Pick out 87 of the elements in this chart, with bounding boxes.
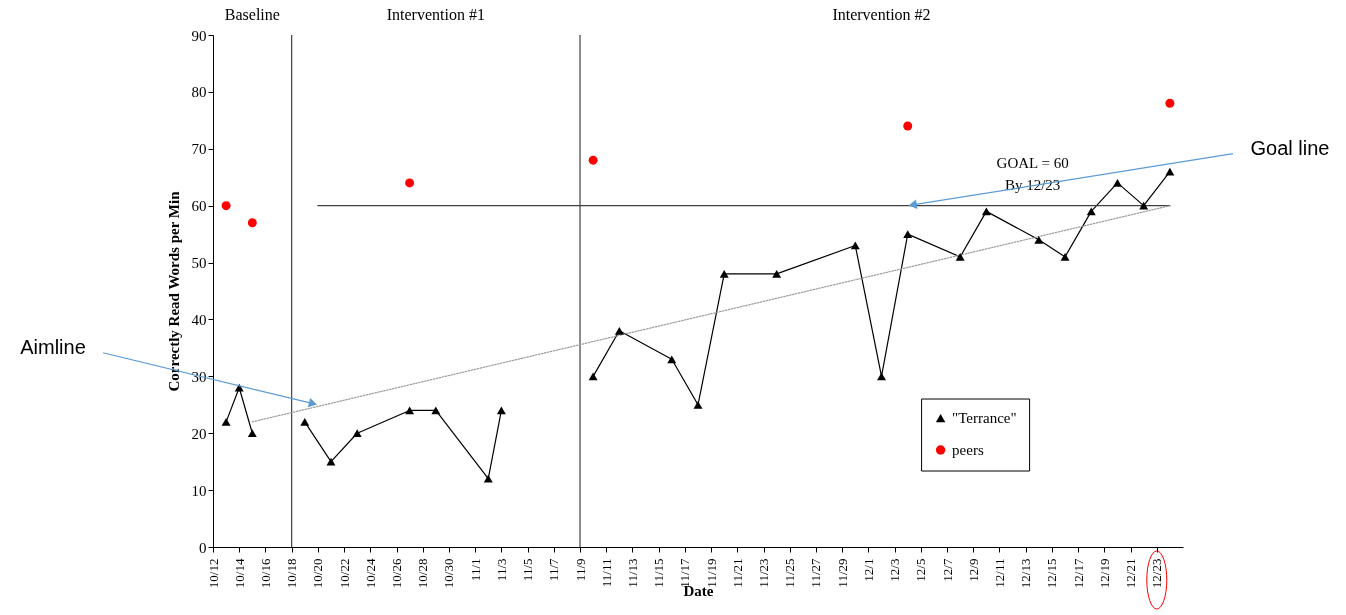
point — [1165, 167, 1175, 176]
point — [300, 417, 310, 426]
point — [614, 326, 624, 335]
annotation: GOAL = 60 By 12/23 — [996, 155, 1069, 193]
x-tick-label: 11/27 — [808, 558, 824, 588]
text: Baseline — [224, 6, 280, 23]
x-tick-label: 10/26 — [389, 558, 405, 589]
point — [903, 121, 913, 131]
x-tick-label: 11/25 — [782, 558, 798, 588]
point — [247, 218, 257, 228]
point — [903, 230, 913, 238]
point — [234, 383, 244, 392]
point — [1034, 235, 1044, 244]
x-tick-label: 12/3 — [887, 558, 903, 582]
y-tick-label: 20 — [191, 425, 207, 442]
x-tick-label: 12/5 — [913, 558, 929, 582]
point — [247, 429, 257, 438]
x-tick-label: 11/13 — [624, 558, 640, 588]
x-tick-label: 12/19 — [1096, 558, 1112, 589]
point — [772, 270, 782, 278]
point — [588, 155, 598, 165]
point — [352, 429, 362, 438]
point — [955, 252, 965, 261]
x-tick-label: 10/24 — [362, 558, 378, 589]
point — [850, 241, 860, 250]
x-tick-label: 10/20 — [310, 558, 326, 589]
x-tick-label: 11/15 — [651, 558, 667, 588]
point — [1112, 179, 1122, 187]
x-tick-label: 11/21 — [729, 558, 745, 588]
y-tick-label: 60 — [191, 198, 207, 215]
point — [981, 207, 991, 216]
point — [1086, 207, 1096, 216]
point — [1060, 252, 1070, 261]
y-tick-label: 10 — [191, 482, 207, 499]
point — [405, 178, 415, 188]
x-tick-label: 10/30 — [441, 558, 457, 589]
y-tick-label: 90 — [191, 27, 207, 44]
legend-label: peers — [952, 442, 984, 459]
point — [431, 406, 441, 415]
x-tick-label: 10/12 — [205, 558, 221, 589]
x-tick-label: 11/19 — [703, 558, 719, 588]
point — [1165, 98, 1175, 108]
x-tick-label: 11/29 — [834, 558, 850, 588]
point — [877, 372, 886, 381]
y-tick-label: 0 — [199, 539, 207, 556]
point — [221, 417, 231, 426]
annotation: Goal line — [1250, 136, 1330, 159]
x-tick-label: 11/23 — [756, 558, 772, 588]
text: Intervention #2 — [832, 6, 931, 23]
x-tick-label: 10/14 — [231, 558, 247, 589]
x-tick-label: 12/21 — [1123, 558, 1139, 589]
x-tick-label: 12/13 — [1018, 558, 1034, 589]
x-tick-label: 11/3 — [493, 558, 509, 582]
point — [1139, 201, 1149, 210]
point — [588, 372, 598, 381]
point — [405, 406, 415, 415]
x-tick-label: 10/22 — [336, 558, 352, 589]
x-tick-label: 11/7 — [546, 558, 562, 582]
x-tick-label: 12/17 — [1070, 558, 1086, 589]
legend-label: "Terrance" — [952, 410, 1017, 427]
point — [719, 270, 729, 278]
x-tick-label: 12/9 — [965, 558, 981, 582]
y-axis-title: Correctly Read Words per Min — [165, 190, 182, 392]
point — [326, 457, 336, 466]
x-tick-label: 11/1 — [467, 558, 483, 582]
x-tick-label: 11/9 — [572, 558, 588, 582]
y-tick-label: 80 — [191, 84, 207, 101]
x-tick-label: 11/11 — [598, 558, 614, 588]
x-tick-label: 10/28 — [415, 558, 431, 589]
annotation: Aimline — [20, 335, 86, 358]
x-tick-label: 12/7 — [939, 558, 955, 582]
y-tick-label: 50 — [191, 255, 207, 272]
x-tick-label: 12/23 — [1149, 558, 1165, 589]
text: Intervention #1 — [386, 6, 485, 23]
point — [693, 400, 703, 409]
x-tick-label: 10/16 — [257, 558, 273, 589]
y-tick-label: 70 — [191, 141, 207, 158]
x-tick-label: 12/1 — [860, 558, 876, 582]
x-tick-label: 12/11 — [991, 558, 1007, 588]
x-tick-label: 11/5 — [520, 558, 536, 582]
x-tick-label: 12/15 — [1044, 558, 1060, 589]
point — [667, 355, 677, 364]
y-tick-label: 40 — [191, 311, 207, 328]
x-tick-label: 10/18 — [284, 558, 300, 589]
point — [221, 201, 231, 211]
point — [483, 474, 493, 483]
y-tick-label: 30 — [191, 368, 207, 385]
